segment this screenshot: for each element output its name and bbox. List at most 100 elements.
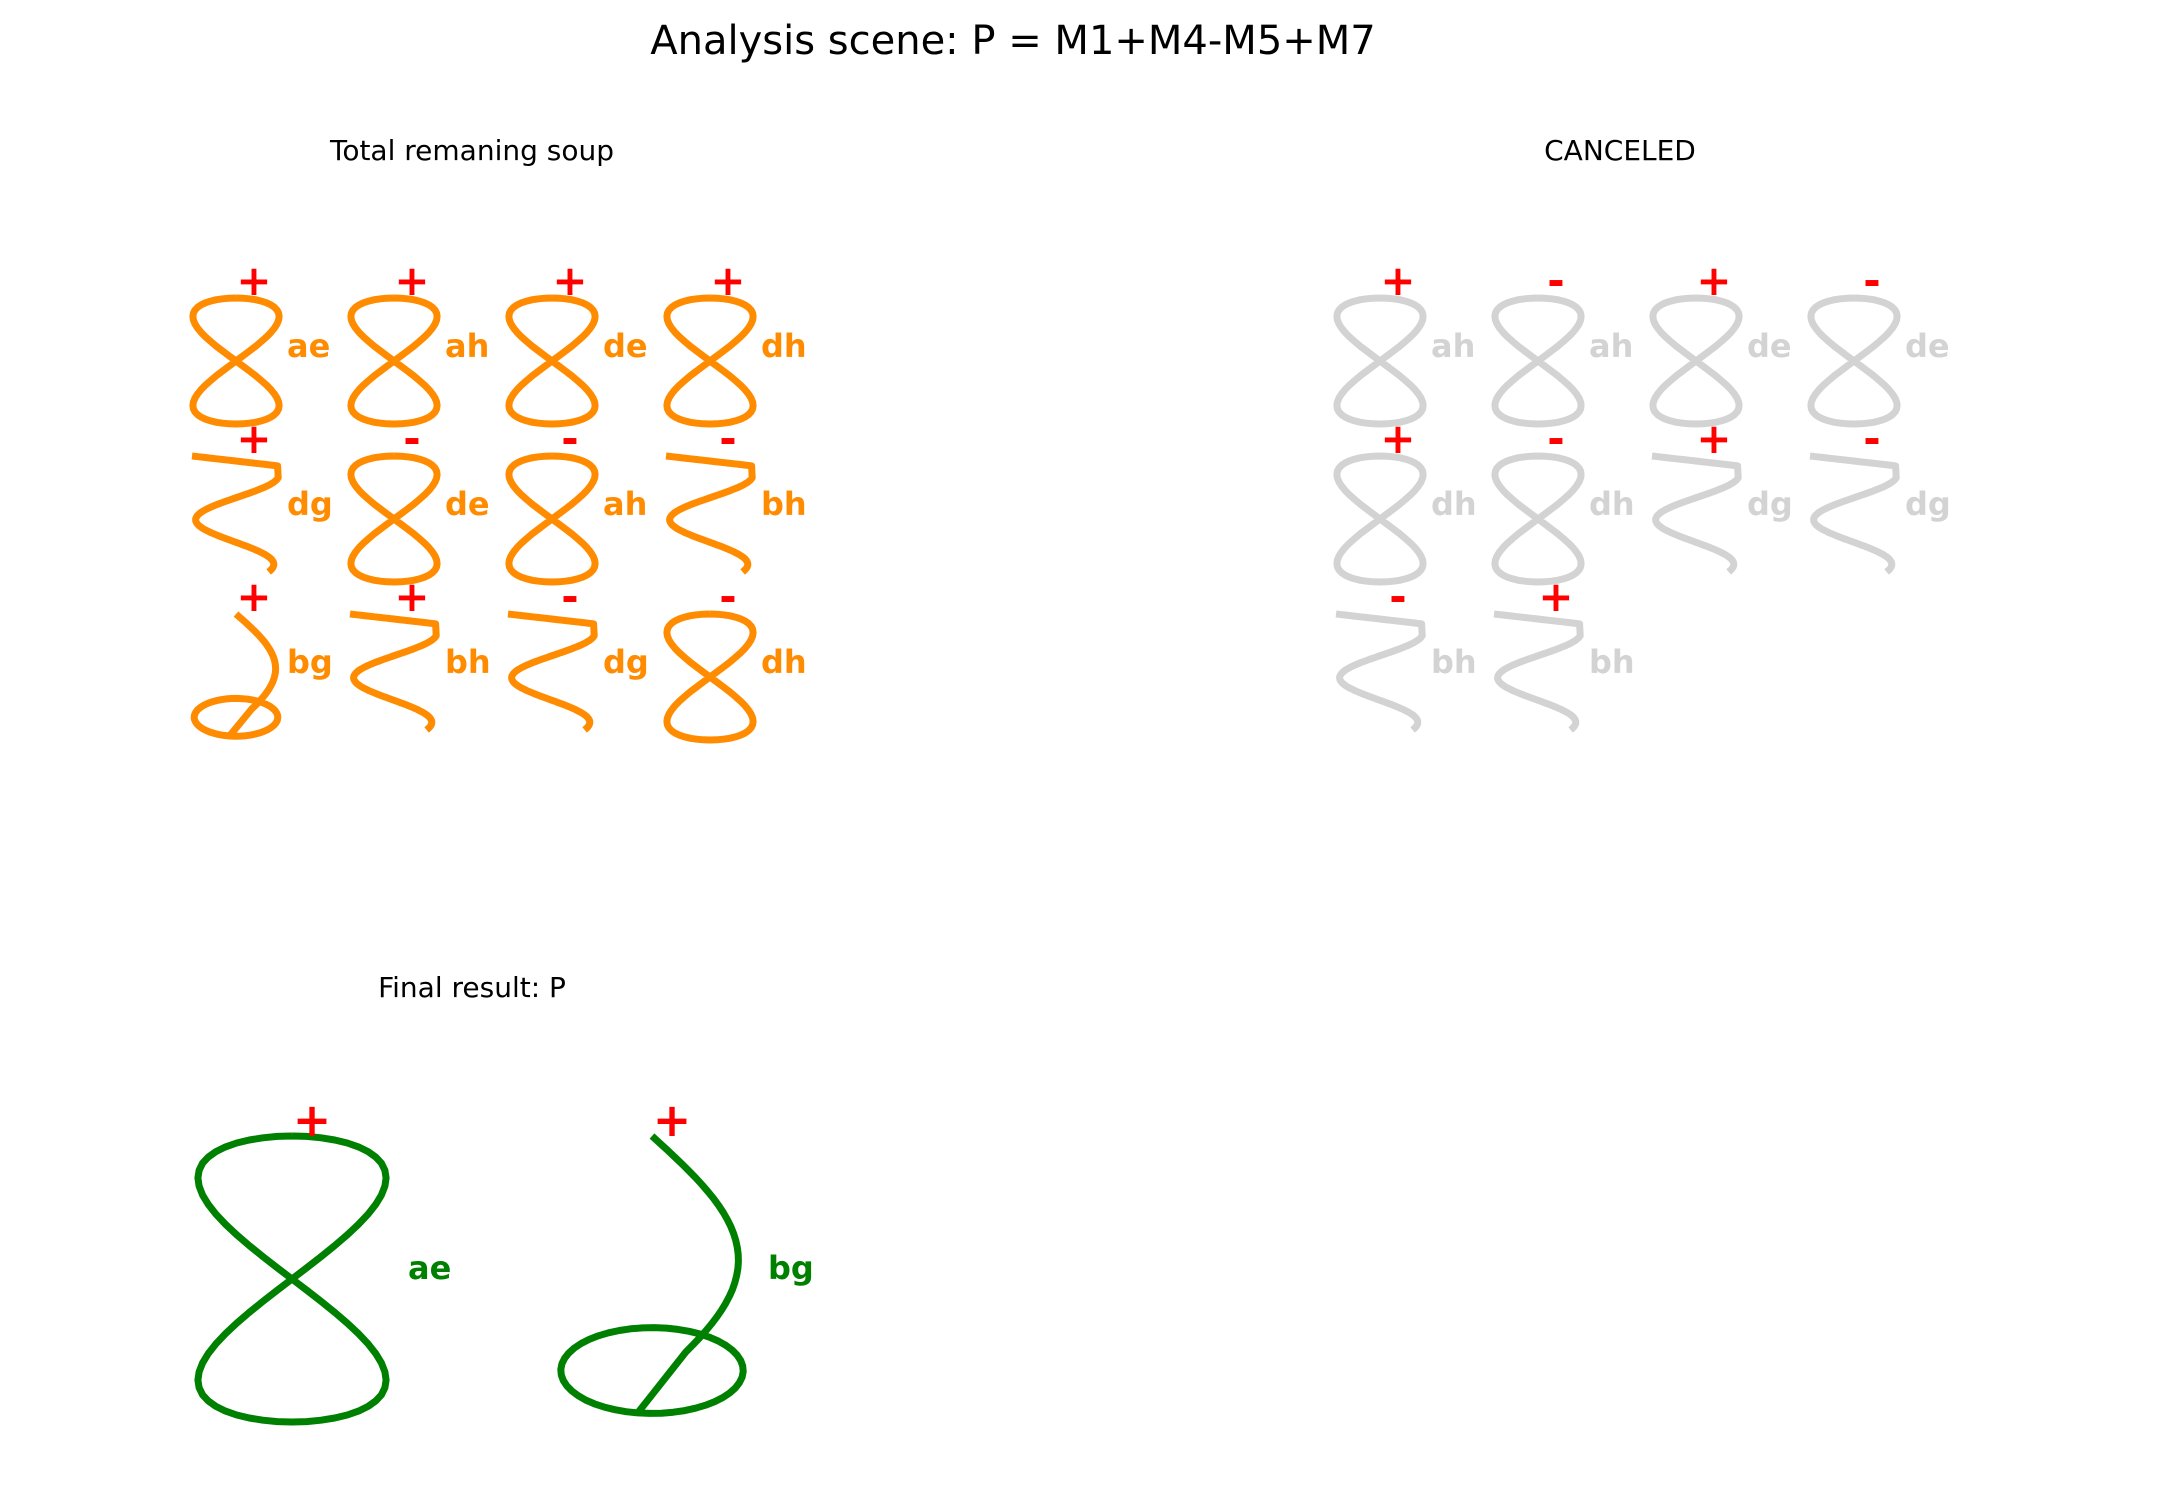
sign-label: + bbox=[552, 256, 587, 305]
hook-curve bbox=[190, 611, 282, 740]
figure8-curve bbox=[347, 294, 441, 428]
item-label: de bbox=[1747, 327, 1792, 365]
figure8-curve bbox=[1491, 294, 1585, 428]
item-label: de bbox=[445, 485, 490, 523]
sign-label: + bbox=[653, 1093, 692, 1147]
hook-curve bbox=[557, 1133, 747, 1417]
item-label: de bbox=[1905, 327, 1950, 365]
sign-label: - bbox=[1547, 414, 1564, 463]
figure8-curve bbox=[1807, 294, 1901, 428]
item-label: dh bbox=[1431, 485, 1477, 523]
item-label: ah bbox=[603, 485, 647, 523]
item-label: bg bbox=[768, 1249, 814, 1287]
diagram-item: -dh bbox=[663, 572, 807, 744]
sign-label: - bbox=[1547, 256, 1564, 305]
item-label: bh bbox=[1431, 643, 1477, 681]
item-label: bh bbox=[1589, 643, 1635, 681]
sign-label: - bbox=[403, 414, 420, 463]
item-label: bh bbox=[761, 485, 807, 523]
sign-label: + bbox=[1696, 414, 1731, 463]
sign-label: + bbox=[236, 414, 271, 463]
diagram-item: -de bbox=[347, 414, 490, 586]
diagram-item: + ah bbox=[1333, 256, 1475, 428]
sign-label: - bbox=[1389, 572, 1406, 621]
figure-title: Analysis scene: P = M1+M4-M5+M7 bbox=[650, 18, 1376, 64]
diagram-item: + bg bbox=[557, 1093, 814, 1417]
sign-label: - bbox=[561, 414, 578, 463]
sign-label: + bbox=[293, 1093, 332, 1147]
zigzag-curve bbox=[665, 452, 756, 575]
item-label: ah bbox=[445, 327, 489, 365]
figure8-curve bbox=[1333, 452, 1427, 586]
figure8-curve bbox=[189, 294, 283, 428]
panel-title-soup: Total remaning soup bbox=[329, 134, 614, 167]
diagram-item: + ae bbox=[194, 1093, 451, 1426]
zigzag-curve bbox=[1493, 610, 1584, 733]
diagram-item: -ah bbox=[505, 414, 647, 586]
item-label: dg bbox=[1747, 485, 1793, 523]
item-label: dh bbox=[761, 327, 807, 365]
sign-label: + bbox=[236, 256, 271, 305]
zigzag-curve bbox=[1651, 452, 1742, 575]
figure8-curve bbox=[1649, 294, 1743, 428]
diagram-item: + bh bbox=[1493, 572, 1635, 733]
diagram-item: -dh bbox=[1491, 414, 1635, 586]
sign-label: + bbox=[1538, 572, 1573, 621]
item-label: dg bbox=[1905, 485, 1951, 523]
figure8-curve bbox=[505, 452, 599, 586]
figure8-curve bbox=[1491, 452, 1585, 586]
diagram-item: + dg bbox=[1651, 414, 1793, 575]
zigzag-curve bbox=[1335, 610, 1426, 733]
diagram-item: + dh bbox=[663, 256, 807, 428]
sign-label: - bbox=[719, 414, 736, 463]
diagram-item: + de bbox=[1649, 256, 1792, 428]
item-label: dg bbox=[287, 485, 333, 523]
item-label: dh bbox=[761, 643, 807, 681]
sign-label: + bbox=[1380, 414, 1415, 463]
item-label: ae bbox=[287, 327, 330, 365]
diagram-item: + dg bbox=[191, 414, 333, 575]
sign-label: + bbox=[710, 256, 745, 305]
diagram-item: -bh bbox=[665, 414, 807, 575]
zigzag-curve bbox=[1809, 452, 1900, 575]
item-label: bg bbox=[287, 643, 333, 681]
sign-label: - bbox=[1863, 256, 1880, 305]
soup-panel: +ae+ah+de+dh+dg-de-ah-bh+bg+bh-dg-dh bbox=[189, 256, 807, 744]
item-label: ah bbox=[1589, 327, 1633, 365]
zigzag-curve bbox=[191, 452, 282, 575]
panel-title-canceled: CANCELED bbox=[1544, 134, 1696, 167]
figure8-curve bbox=[194, 1132, 390, 1426]
diagram-item: + dh bbox=[1333, 414, 1477, 586]
diagram-item: + bg bbox=[190, 572, 333, 740]
figure8-curve bbox=[663, 610, 757, 744]
item-label: ae bbox=[408, 1249, 451, 1287]
sign-label: + bbox=[236, 572, 271, 621]
figure8-curve bbox=[347, 452, 441, 586]
sign-label: + bbox=[394, 256, 429, 305]
sign-label: - bbox=[561, 572, 578, 621]
item-label: ah bbox=[1431, 327, 1475, 365]
diagram-item: -bh bbox=[1335, 572, 1477, 733]
diagram-item: -dg bbox=[1809, 414, 1951, 575]
sign-label: + bbox=[394, 572, 429, 621]
figure8-curve bbox=[1333, 294, 1427, 428]
diagram-item: + ae bbox=[189, 256, 330, 428]
diagram-item: + de bbox=[505, 256, 648, 428]
result-panel: + ae + bg bbox=[194, 1093, 814, 1426]
item-label: dh bbox=[1589, 485, 1635, 523]
figure8-curve bbox=[663, 294, 757, 428]
zigzag-curve bbox=[507, 610, 598, 733]
sign-label: + bbox=[1696, 256, 1731, 305]
zigzag-curve bbox=[349, 610, 440, 733]
diagram-item: + bh bbox=[349, 572, 491, 733]
diagram-item: -ah bbox=[1491, 256, 1633, 428]
figure8-curve bbox=[505, 294, 599, 428]
item-label: dg bbox=[603, 643, 649, 681]
sign-label: + bbox=[1380, 256, 1415, 305]
canceled-panel: +ah-ah+de-de+dh-dh+dg-dg-bh+bh bbox=[1333, 256, 1951, 733]
diagram-item: + ah bbox=[347, 256, 489, 428]
diagram-item: -dg bbox=[507, 572, 649, 733]
diagram-item: -de bbox=[1807, 256, 1950, 428]
panel-title-result: Final result: P bbox=[378, 971, 566, 1004]
